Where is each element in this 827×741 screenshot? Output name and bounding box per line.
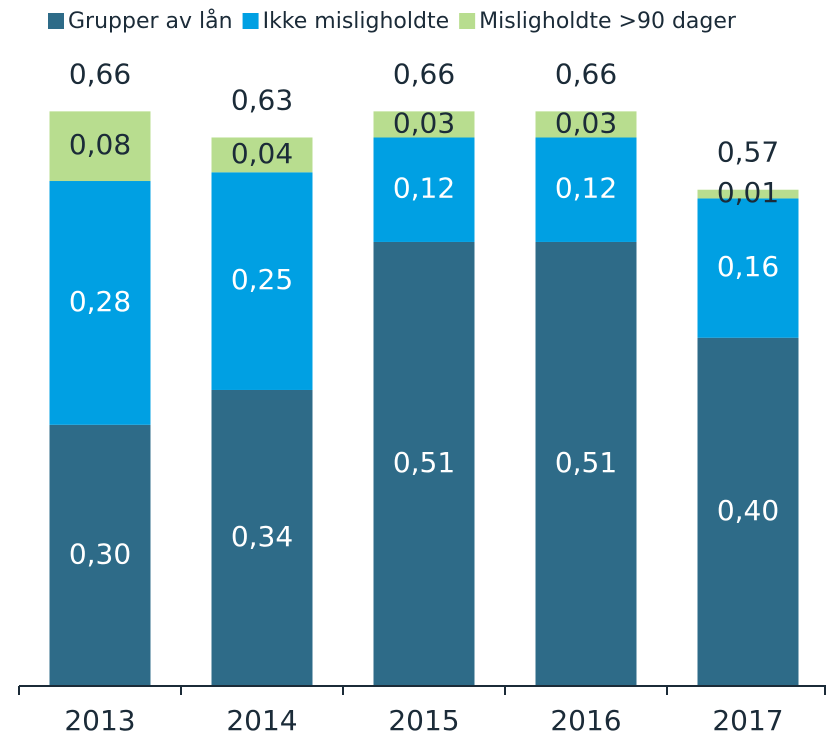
data-label: 0,08: [69, 128, 131, 161]
bar-segment: [697, 337, 799, 686]
total-label: 0,63: [231, 83, 293, 116]
data-label: 0,25: [231, 263, 293, 296]
data-label: 0,16: [717, 250, 779, 283]
bar-segment: [697, 198, 799, 338]
data-label: 0,12: [555, 172, 617, 205]
bar-segment: [211, 389, 313, 686]
data-label: 0,01: [717, 176, 779, 209]
data-label: 0,30: [69, 537, 131, 570]
bar-segment: [697, 189, 799, 199]
bar-segment: [535, 241, 637, 686]
x-tick-label: 2017: [712, 704, 783, 737]
bar-segment: [211, 172, 313, 390]
legend-swatch: [48, 13, 64, 29]
total-label: 0,57: [717, 136, 779, 169]
data-label: 0,40: [717, 494, 779, 527]
legend-swatch: [242, 13, 259, 29]
legend-label: Grupper av lån: [68, 8, 233, 34]
bar-segment: [49, 424, 151, 686]
legend-swatch: [459, 13, 476, 29]
data-label: 0,04: [231, 137, 293, 170]
total-label: 0,66: [393, 57, 455, 90]
total-label: 0,66: [69, 57, 131, 90]
bar-segment: [373, 111, 475, 138]
x-tick-label: 2016: [550, 704, 621, 737]
data-label: 0,12: [393, 172, 455, 205]
bar-segment: [49, 181, 151, 425]
bar-segment: [535, 111, 637, 138]
bar-segment: [49, 111, 151, 182]
x-tick-label: 2013: [64, 704, 135, 737]
x-tick-label: 2014: [226, 704, 297, 737]
data-label: 0,51: [393, 446, 455, 479]
data-label: 0,03: [555, 106, 617, 139]
legend-label: Misligholdte >90 dager: [479, 9, 737, 34]
x-tick-label: 2015: [388, 704, 459, 737]
bar-segment: [535, 137, 637, 242]
bar-segment: [373, 137, 475, 242]
data-label: 0,28: [69, 285, 131, 318]
data-label: 0,03: [393, 106, 455, 139]
bar-segment: [373, 241, 475, 686]
legend-label: Ikke misligholdte: [263, 9, 450, 34]
bar-segment: [211, 137, 313, 173]
data-label: 0,51: [555, 446, 617, 479]
total-label: 0,66: [555, 57, 617, 90]
data-label: 0,34: [231, 520, 293, 553]
